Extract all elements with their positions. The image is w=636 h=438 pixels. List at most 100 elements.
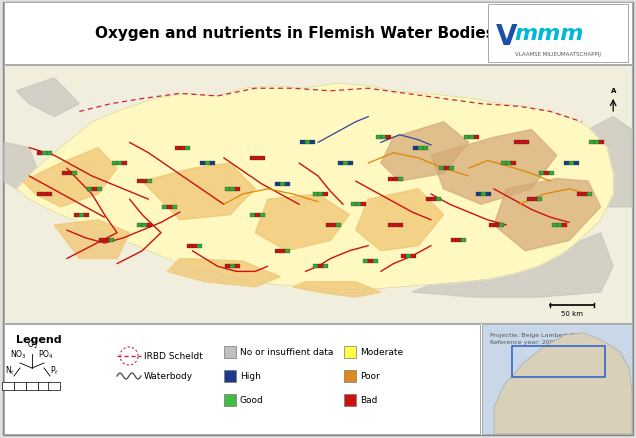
Bar [224,370,236,382]
Bar [344,346,356,358]
Bar [501,162,506,166]
Polygon shape [17,84,613,290]
Polygon shape [356,189,443,251]
Bar [142,223,147,227]
Text: Poor: Poor [360,372,380,381]
Bar [92,187,97,191]
Bar [230,265,235,268]
Bar [147,223,152,227]
Bar [590,141,594,145]
Text: No or insuffient data: No or insuffient data [240,348,333,357]
Bar [343,162,348,166]
Bar [489,223,494,227]
Bar [464,136,469,140]
Bar [172,205,177,209]
Bar [286,249,290,253]
Bar [393,177,398,181]
Bar [250,213,255,217]
Bar [255,213,260,217]
Bar [137,223,142,227]
Bar [162,205,167,209]
Bar [361,203,366,207]
Text: N$_t$: N$_t$ [5,364,15,376]
Bar [74,213,80,217]
Text: mmm: mmm [514,24,583,44]
Bar [313,193,318,197]
Polygon shape [54,220,130,259]
Polygon shape [588,117,632,208]
Bar [544,172,549,176]
Bar [42,193,46,197]
Bar [389,223,393,227]
Bar [537,198,541,202]
Bar [197,244,202,248]
Bar [527,198,532,202]
Bar [193,244,197,248]
Bar [494,223,499,227]
Bar [72,172,77,176]
Polygon shape [494,333,632,434]
Bar [398,223,403,227]
Bar [386,136,391,140]
Bar [599,141,604,145]
Bar [323,265,328,268]
Bar [389,177,393,181]
Bar [514,141,519,145]
Bar [109,239,114,243]
Bar [224,394,236,406]
Bar [188,244,193,248]
Bar [506,162,511,166]
Text: Legend: Legend [16,334,62,344]
Bar [512,346,605,377]
Bar [368,259,373,264]
Text: P$_t$: P$_t$ [50,364,59,376]
Bar [275,182,280,186]
Bar [582,193,587,197]
Text: VLAAMSE MILIEUMAATSCHAPPIJ: VLAAMSE MILIEUMAATSCHAPPIJ [515,52,601,57]
Bar [42,152,46,155]
Bar [4,324,480,434]
Bar [381,136,386,140]
Polygon shape [431,130,556,205]
Bar [260,213,265,217]
Bar [80,213,85,217]
Bar [373,259,378,264]
Bar [499,223,504,227]
Bar [137,180,142,184]
Bar [300,141,305,145]
Bar [431,198,436,202]
Bar [318,193,323,197]
Bar [260,156,265,160]
Bar [205,162,210,166]
Bar [255,156,260,160]
Bar [318,265,323,268]
Bar [87,187,92,191]
Bar [26,382,38,390]
Bar [469,136,474,140]
Bar [48,382,60,390]
Bar [577,193,582,197]
Bar [348,162,353,166]
Polygon shape [412,233,613,297]
Bar [97,187,102,191]
Bar [448,167,453,171]
Text: High: High [240,372,261,381]
Bar [2,382,14,390]
Bar [594,141,599,145]
Bar [224,346,236,358]
Text: Oxygen and nutrients in Flemish Water Bodies: Oxygen and nutrients in Flemish Water Bo… [95,25,495,40]
Bar [230,187,235,191]
Polygon shape [23,148,117,208]
Bar [413,146,418,150]
Bar [562,223,567,227]
Bar [99,239,104,243]
Bar [280,182,286,186]
Text: Waterbody: Waterbody [144,372,193,381]
Bar [574,162,579,166]
Bar [5,67,631,322]
Bar [14,382,26,390]
Polygon shape [293,282,381,297]
Bar [225,265,230,268]
Bar [376,136,381,140]
Bar [323,193,328,197]
